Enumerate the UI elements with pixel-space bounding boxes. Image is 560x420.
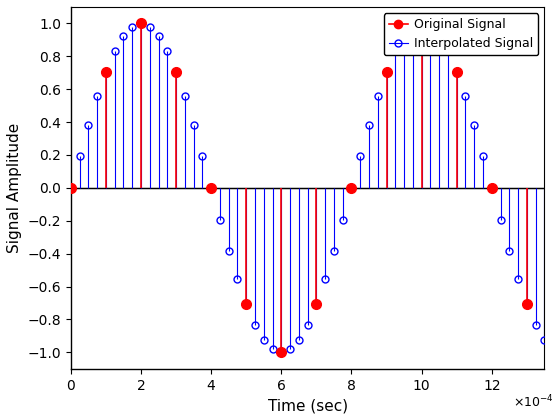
Y-axis label: Signal Amplitude: Signal Amplitude: [7, 123, 22, 253]
Legend: Original Signal, Interpolated Signal: Original Signal, Interpolated Signal: [384, 13, 538, 55]
X-axis label: Time (sec): Time (sec): [268, 398, 348, 413]
Text: $\times10^{-4}$: $\times10^{-4}$: [513, 394, 554, 411]
